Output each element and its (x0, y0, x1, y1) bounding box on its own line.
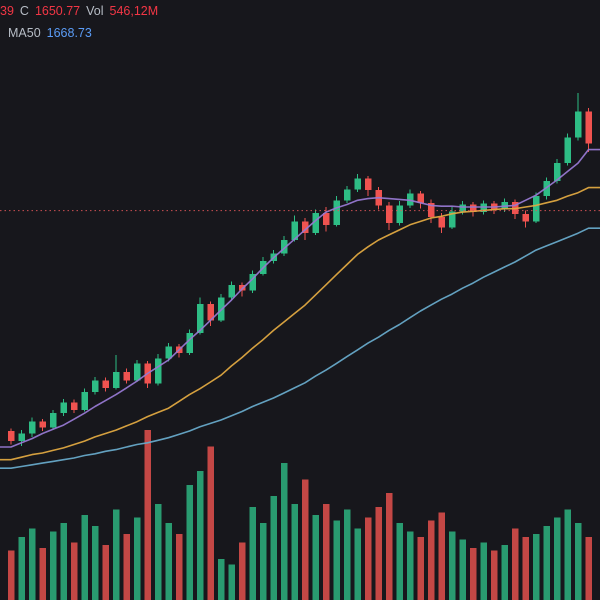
candles (7, 92, 592, 447)
low-value-fragment: 39 (0, 4, 14, 18)
close-value: 1650.77 (34, 4, 81, 18)
ma-line-MA-fast (0, 148, 600, 448)
ma50-legend-row[interactable]: MA50 1668.73 (8, 25, 158, 40)
ma-line-MA50 (0, 186, 600, 461)
volume-label: Vol (86, 4, 104, 18)
ma-line-MA-slow (0, 227, 600, 470)
volume-value: 546,12M (109, 4, 159, 18)
chart-legend: 39 C 1650.77 Vol 546,12M MA50 1668.73 (0, 5, 158, 48)
ma50-value: 1668.73 (46, 25, 92, 40)
ma-lines (0, 148, 600, 470)
volume-bars (7, 430, 592, 600)
ohlc-legend-row: 39 C 1650.77 Vol 546,12M (0, 5, 158, 18)
close-label: C (19, 4, 29, 18)
ma50-label: MA50 (8, 25, 41, 40)
